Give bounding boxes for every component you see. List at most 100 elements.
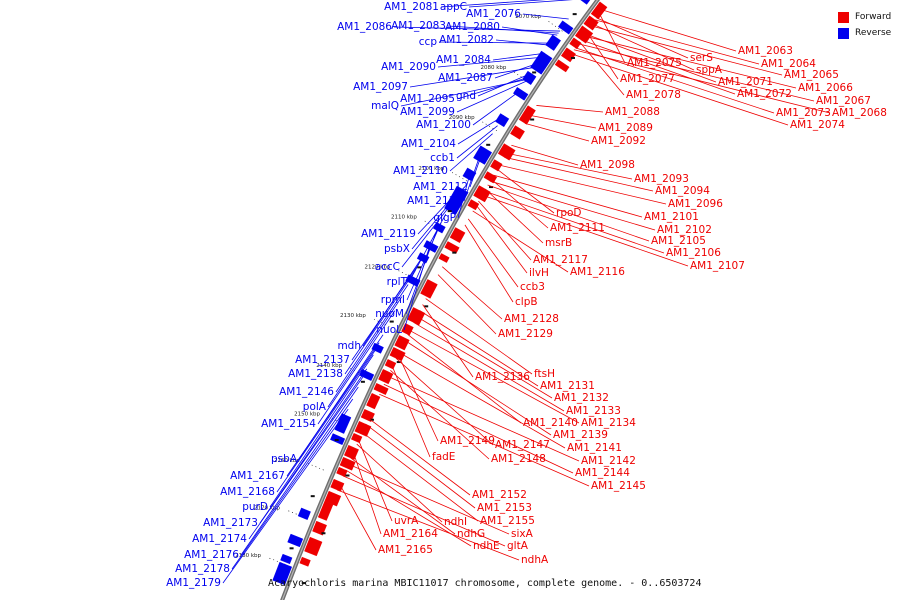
reverse-gene-label: AM1_2173 xyxy=(203,517,258,529)
scale-tick-label: 2180 kbp xyxy=(235,553,261,559)
reverse-gene-block xyxy=(557,20,574,35)
forward-gene-block xyxy=(518,105,536,125)
forward-gene-block xyxy=(384,359,397,370)
reverse-gene-block xyxy=(280,553,293,565)
reverse-leader-line xyxy=(248,376,364,540)
forward-gene-block xyxy=(497,143,516,161)
feature-marker xyxy=(396,361,401,364)
forward-leader-line xyxy=(475,204,528,274)
chromosome-backbone-highlight xyxy=(281,0,599,600)
reverse-gene-label: nuoL xyxy=(376,324,402,336)
reverse-gene-label: ccb1 xyxy=(430,152,455,164)
reverse-leader-line xyxy=(438,41,552,44)
reverse-gene-label: rplT xyxy=(387,276,408,288)
forward-gene-label: fadE xyxy=(432,451,455,463)
forward-gene-label: AM1_2164 xyxy=(383,528,438,540)
feature-marker xyxy=(572,13,577,16)
reverse-gene-label: AM1_2112 xyxy=(413,181,468,193)
forward-leader-line xyxy=(586,31,619,80)
scale-tick-label: 2160 kbp xyxy=(274,458,300,464)
reverse-gene-label: AM1_2179 xyxy=(166,577,221,589)
forward-leader-line xyxy=(404,340,552,436)
forward-leader-line xyxy=(464,224,514,303)
forward-leader-line xyxy=(387,375,580,462)
forward-gene-block xyxy=(590,1,608,20)
forward-gene-block xyxy=(574,25,594,44)
reverse-gene-label: AM1_2110 xyxy=(393,165,448,177)
reverse-gene-label: accC xyxy=(375,261,400,273)
forward-gene-label: AM1_2128 xyxy=(504,313,559,325)
forward-swatch xyxy=(838,11,849,23)
forward-gene-block xyxy=(438,253,450,263)
reverse-gene-label: AM1_2138 xyxy=(288,368,343,380)
reverse-gene-label: AM1_2080 xyxy=(445,21,500,33)
reverse-gene-label: AM1_2168 xyxy=(220,486,275,498)
forward-gene-label: AM1_2105 xyxy=(651,235,706,247)
reverse-gene-label: AM1_2113 xyxy=(407,195,462,207)
forward-gene-label: ndhA xyxy=(521,554,549,566)
scale-tick-label: 2080 kbp xyxy=(481,65,507,71)
legend-item-reverse: Reverse xyxy=(838,25,891,41)
reverse-gene-label: AM1_2174 xyxy=(192,533,247,545)
reverse-leader-line xyxy=(492,52,545,61)
forward-gene-label: serS xyxy=(690,52,713,64)
reverse-leader-line xyxy=(457,169,472,219)
forward-gene-label: ndhG xyxy=(457,528,485,540)
forward-gene-label: AM1_2096 xyxy=(668,198,723,210)
feature-marker xyxy=(289,547,294,550)
forward-gene-block xyxy=(401,323,414,336)
forward-gene-label: AM1_2074 xyxy=(790,119,845,131)
reverse-gene-label: AM1_2176 xyxy=(184,549,239,561)
forward-gene-label: ndhI xyxy=(444,516,467,528)
reverse-leader-line xyxy=(440,0,546,8)
forward-gene-label: clpB xyxy=(515,296,538,308)
forward-gene-label: AM1_2071 xyxy=(718,76,773,88)
scale-tick-label: 2090 kbp xyxy=(449,115,475,121)
forward-gene-block xyxy=(304,536,323,557)
legend-label-reverse: Reverse xyxy=(855,28,892,38)
reverse-gene-label: glgP xyxy=(433,212,456,224)
reverse-gene-label: AM1_2076 xyxy=(466,8,521,20)
forward-gene-block xyxy=(394,335,410,351)
feature-marker xyxy=(532,71,537,74)
forward-gene-label: gltA xyxy=(507,540,529,552)
reverse-gene-block xyxy=(272,561,293,586)
forward-gene-label: AM1_2129 xyxy=(498,328,553,340)
reverse-leader-line xyxy=(344,270,416,375)
forward-gene-label: AM1_2068 xyxy=(832,107,887,119)
reverse-leader-line xyxy=(456,125,498,159)
legend-item-forward: Forward xyxy=(838,9,891,25)
forward-leader-line xyxy=(499,164,667,205)
reverse-leader-line xyxy=(393,26,561,32)
reverse-leader-line xyxy=(456,77,529,100)
forward-leader-line xyxy=(496,168,555,214)
feature-marker xyxy=(301,582,306,585)
reverse-gene-label: psbA xyxy=(271,453,298,465)
reverse-gene-label: AM1_2086 xyxy=(337,21,392,33)
forward-leader-line xyxy=(350,457,456,535)
scale-tick-mark xyxy=(451,171,467,182)
forward-gene-label: AM1_2092 xyxy=(591,135,646,147)
forward-leader-line xyxy=(511,144,579,166)
scale-tick-label: 2070 kbp xyxy=(515,14,541,20)
reverse-gene-block xyxy=(444,185,469,215)
forward-leader-line xyxy=(409,330,580,424)
feature-marker xyxy=(570,56,575,59)
reverse-gene-block xyxy=(495,113,510,128)
forward-gene-block xyxy=(343,444,359,460)
forward-gene-label: AM1_2134 xyxy=(581,417,636,429)
forward-leader-line xyxy=(570,53,789,126)
forward-gene-label: AM1_2106 xyxy=(666,247,721,259)
reverse-leader-line xyxy=(276,348,377,493)
forward-gene-block xyxy=(378,369,394,385)
reverse-gene-label: appC xyxy=(440,1,467,13)
reverse-gene-label: AM1_2137 xyxy=(295,354,350,366)
reverse-leader-line xyxy=(409,66,536,88)
forward-gene-label: AM1_2093 xyxy=(634,173,689,185)
scale-tick-label: 2140 kbp xyxy=(316,363,342,369)
forward-leader-line xyxy=(425,298,533,375)
forward-gene-block xyxy=(312,520,327,536)
forward-gene-block xyxy=(350,432,363,444)
forward-leader-line xyxy=(577,43,815,102)
